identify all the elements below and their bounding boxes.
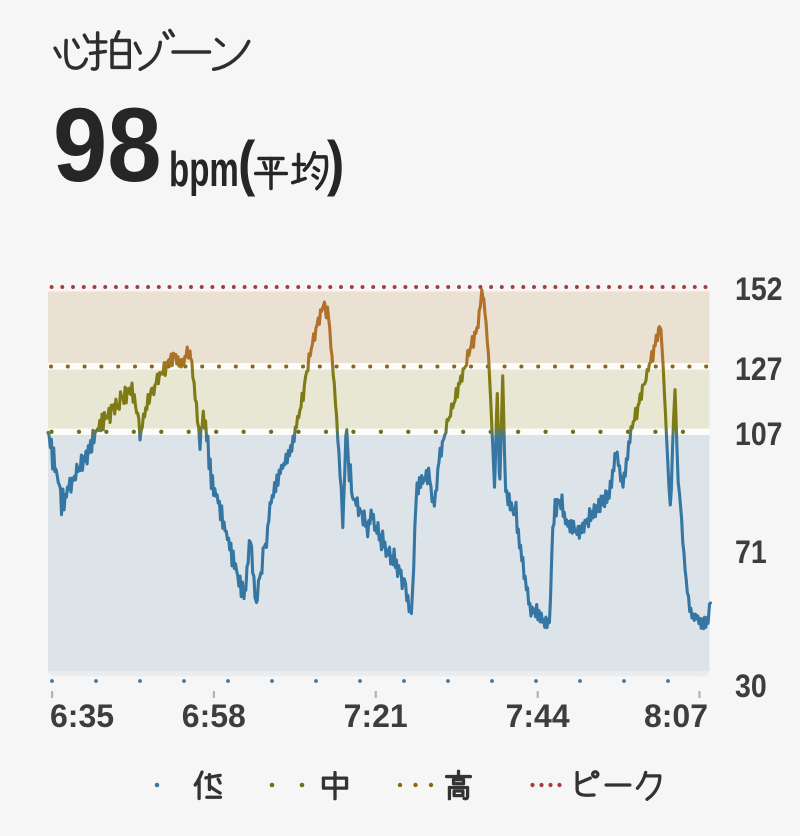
svg-text:(: (: [238, 129, 255, 197]
svg-text:107: 107: [735, 418, 783, 453]
svg-text:8:07: 8:07: [644, 698, 708, 734]
svg-text:71: 71: [735, 536, 767, 571]
svg-text:): ): [327, 129, 344, 197]
svg-text:30: 30: [735, 670, 767, 705]
svg-text:bpm: bpm: [169, 141, 239, 196]
svg-text:98: 98: [53, 87, 162, 204]
svg-text:152: 152: [735, 273, 783, 308]
svg-text:7:44: 7:44: [506, 698, 570, 734]
svg-text:7:21: 7:21: [344, 698, 408, 734]
svg-text:6:58: 6:58: [182, 698, 246, 734]
svg-text:127: 127: [735, 353, 783, 388]
svg-text:6:35: 6:35: [50, 698, 114, 734]
